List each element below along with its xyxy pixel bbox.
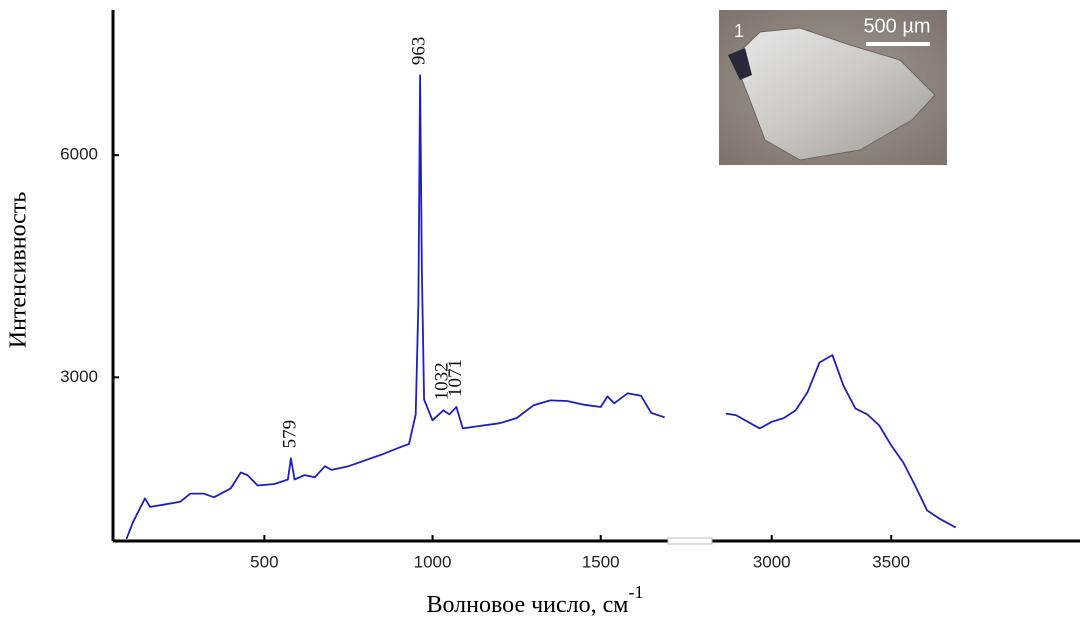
x-tick-label: 1000 xyxy=(414,552,452,571)
peak-label: 1071 xyxy=(445,359,466,397)
y-axis-label: Интенсивность xyxy=(6,192,32,349)
peak-label: 579 xyxy=(279,420,300,449)
x-tick-label: 3500 xyxy=(872,552,910,571)
peak-label: 1032 xyxy=(432,362,453,400)
y-tick-label: 3000 xyxy=(60,367,98,386)
x-tick-label: 3000 xyxy=(753,552,791,571)
inset-photo: 1 500 µm xyxy=(719,10,947,165)
scale-bar-label: 500 µm xyxy=(863,15,930,37)
inset-label: 1 xyxy=(734,21,744,41)
axis-break xyxy=(667,537,713,545)
peak-label: 963 xyxy=(408,37,429,66)
x-tick-label: 500 xyxy=(250,552,278,571)
x-axis-label: Волновое число, см-1 xyxy=(426,582,643,617)
y-tick-label: 6000 xyxy=(60,145,98,164)
spectrum-line xyxy=(125,74,957,540)
x-tick-label: 1500 xyxy=(582,552,620,571)
